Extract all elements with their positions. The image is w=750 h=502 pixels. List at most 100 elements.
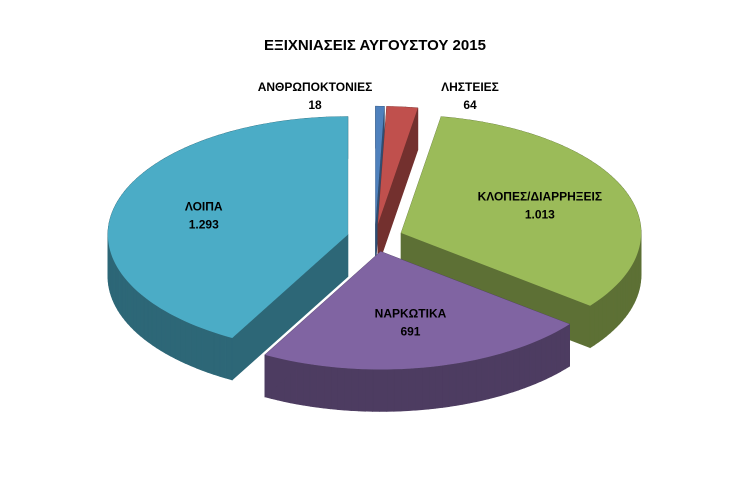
slice-side <box>143 296 149 343</box>
slice-side <box>151 302 157 349</box>
slice-label: ΑΝΘΡΩΠΟΚΤΟΝΙΕΣ <box>258 80 373 94</box>
slice-side <box>475 358 483 403</box>
slice-side <box>540 336 547 382</box>
slice-side <box>555 329 561 375</box>
slice-side <box>365 368 374 412</box>
slice-side <box>619 277 624 325</box>
slice-side <box>130 283 134 331</box>
slice-side <box>190 323 197 369</box>
slice-side <box>309 363 318 408</box>
slice-side <box>400 368 409 412</box>
slice-side <box>140 293 145 340</box>
slice-side <box>337 367 345 411</box>
slice-side <box>428 366 436 410</box>
slice-side <box>213 332 221 377</box>
slice-side <box>323 365 332 410</box>
slice-side <box>594 299 599 346</box>
slice-side <box>124 277 128 325</box>
slice-label: ΛΗΣΤΕΙΕΣ <box>441 80 499 94</box>
slice-side <box>136 290 141 337</box>
slice-side <box>344 367 352 411</box>
slice-side <box>629 263 633 312</box>
slice-side <box>147 299 153 346</box>
slice-side <box>529 341 536 387</box>
slice <box>375 106 385 225</box>
slice-side <box>616 280 621 328</box>
slice-side <box>627 267 631 315</box>
slice-side <box>602 293 607 340</box>
slice-side <box>379 369 388 412</box>
slice-side <box>201 327 209 373</box>
slice-side <box>518 345 525 391</box>
slice-side <box>127 280 131 328</box>
slice-side <box>330 366 338 410</box>
slice-side <box>207 329 215 375</box>
slice-side <box>393 368 402 412</box>
slice-side <box>133 287 138 334</box>
slice-side <box>545 334 552 380</box>
slice-side <box>351 368 359 412</box>
slice-side <box>316 364 325 409</box>
slice-value: 1.013 <box>525 208 555 222</box>
slice <box>264 251 570 370</box>
slice-side <box>481 356 489 401</box>
slice-side <box>442 364 450 408</box>
slice-side <box>358 368 366 412</box>
slice <box>401 116 642 306</box>
slice-side <box>156 305 162 352</box>
slice-side <box>609 287 614 334</box>
slice-label: ΚΛΟΠΕΣ/ΔΙΑΡΡΗΞΕΙΣ <box>478 190 602 204</box>
slice-side <box>185 321 192 367</box>
slice-side <box>407 367 416 412</box>
chart-title: ΕΞΙΧΝΙΑΣΕΙΣ ΑΥΓΟΥΣΤΟΥ 2015 <box>264 37 486 54</box>
slice-side <box>448 363 457 407</box>
slice-side <box>421 366 430 411</box>
slice-side <box>121 273 126 322</box>
slice-side <box>598 296 603 343</box>
slice-side <box>455 362 463 406</box>
slice-value: 64 <box>463 98 477 112</box>
slice <box>377 106 418 225</box>
slice-side <box>589 302 595 349</box>
slice-value: 1.293 <box>189 218 219 232</box>
slice-side <box>386 369 395 412</box>
slice-side <box>622 274 626 322</box>
pie-labels: ΑΝΘΡΩΠΟΚΤΟΝΙΕΣ 18 ΛΗΣΤΕΙΕΣ 64 ΚΛΟΠΕΣ/ΔΙΑΡΡΗΞ… <box>185 80 602 338</box>
slice-side <box>414 367 423 411</box>
slice-side <box>117 267 121 315</box>
slice-side <box>524 343 531 389</box>
slice-side <box>296 361 304 406</box>
slice-side <box>225 335 233 381</box>
slice-side <box>165 310 171 357</box>
slice-side <box>303 362 311 407</box>
slice-side <box>170 313 176 360</box>
slice-value: 18 <box>308 98 322 112</box>
slice-side <box>174 316 181 362</box>
slice-side <box>506 349 514 395</box>
slice-side <box>219 333 227 379</box>
slice-side <box>435 365 443 409</box>
slice-side <box>180 318 186 364</box>
slice-label: ΛΟΙΠΑ <box>185 200 223 214</box>
slice-side <box>119 270 123 318</box>
slice-side <box>625 270 629 318</box>
slice-side <box>196 325 203 371</box>
slice-label: ΝΑΡΚΩΤΙΚΑ <box>375 306 447 320</box>
slice-side <box>560 326 566 373</box>
slice-value: 691 <box>400 324 420 338</box>
slice-side <box>468 359 477 404</box>
slice-side <box>462 360 470 405</box>
pie-tops <box>107 106 642 370</box>
slice-side <box>494 353 502 398</box>
slice-side <box>613 284 618 331</box>
slice-side <box>550 331 557 378</box>
slice-side <box>488 354 496 400</box>
slice-side <box>372 369 381 412</box>
slice-side <box>512 347 520 393</box>
slice-side <box>535 338 542 385</box>
slice-side <box>564 323 570 370</box>
slice-side <box>160 308 166 354</box>
slice-side <box>606 290 611 337</box>
slice <box>107 116 348 338</box>
